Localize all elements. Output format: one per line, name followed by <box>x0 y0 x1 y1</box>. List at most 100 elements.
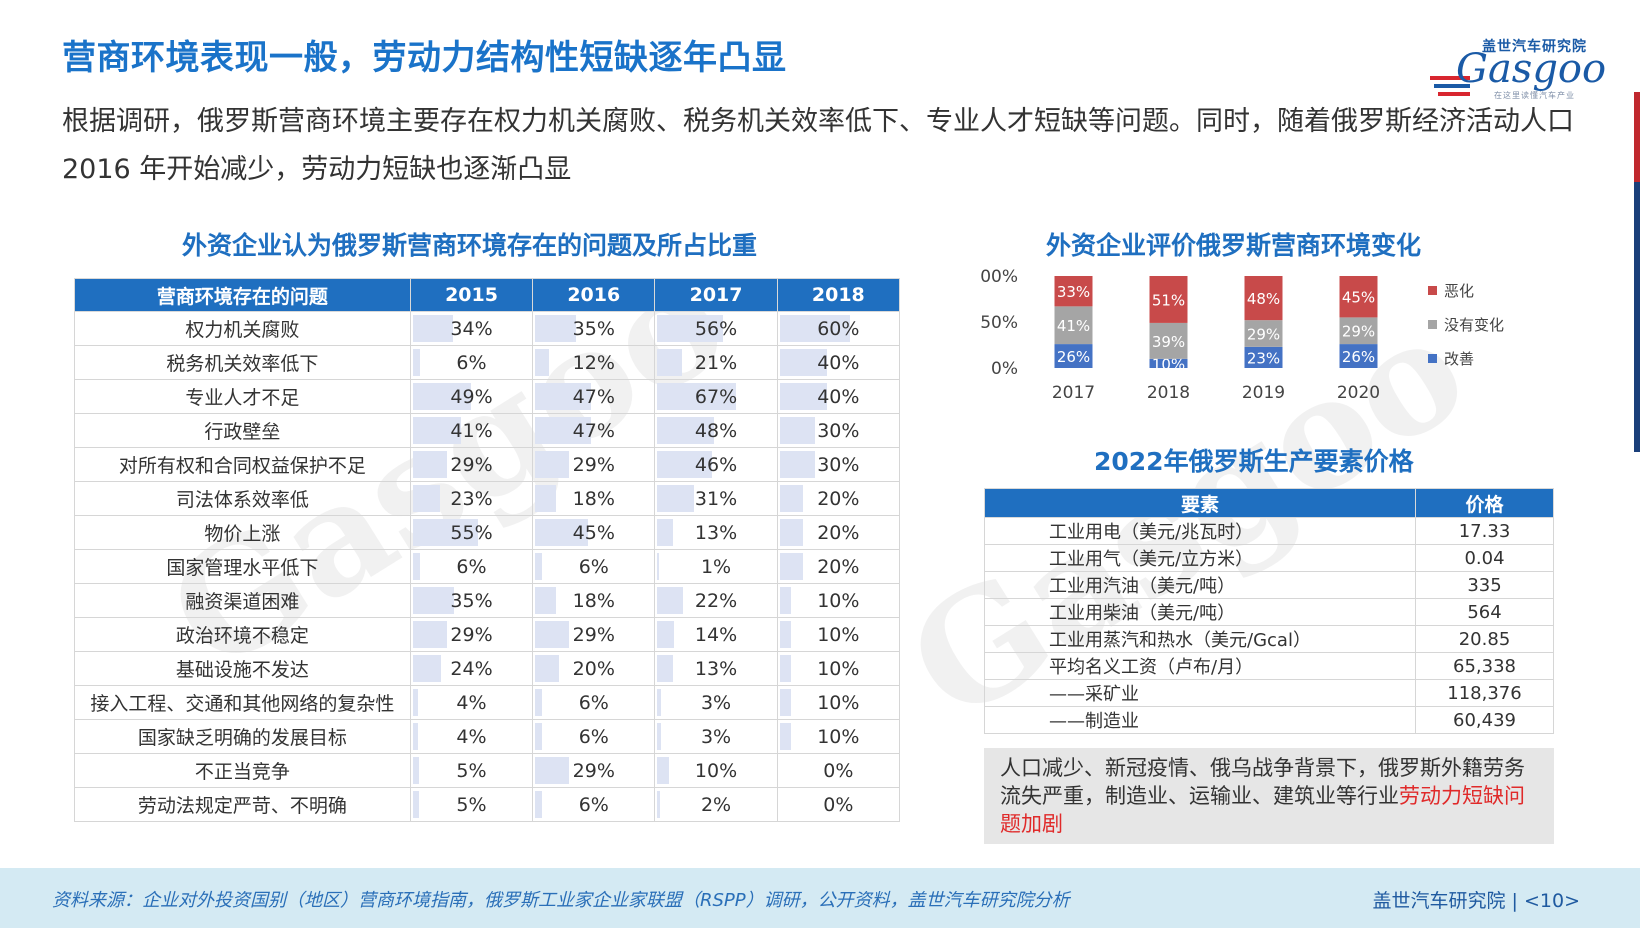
table-row: 融资渠道困难 35% 18% 22% 10% <box>74 583 901 618</box>
bar-segment <box>1149 358 1188 368</box>
value-data-bar <box>412 723 418 750</box>
legend-label: 恶化 <box>1444 282 1474 300</box>
value-data-bar <box>657 689 661 716</box>
table-row: 平均名义工资（卢布/月） 65,338 <box>984 652 1554 680</box>
value-data-bar <box>412 655 442 682</box>
right-edge-bar <box>1634 92 1640 452</box>
value-text: 6% <box>456 351 487 374</box>
issue-value-cell: 21% <box>654 345 778 380</box>
value-data-bar <box>657 791 660 818</box>
issue-value-cell: 55% <box>409 515 534 550</box>
data-label: 41% <box>1057 317 1090 335</box>
issue-value-cell: 4% <box>409 685 534 720</box>
issue-label: 国家管理水平低下 <box>74 549 411 584</box>
logo-stripes-icon <box>1430 76 1470 96</box>
header-issue: 营商环境存在的问题 <box>74 278 411 312</box>
issue-value-cell: 35% <box>532 311 656 346</box>
issue-value-cell: 0% <box>776 787 901 822</box>
issue-value-cell: 2% <box>654 787 778 822</box>
issues-table-header: 营商环境存在的问题 2015 2016 2017 2018 <box>74 278 901 312</box>
issue-label: 政治环境不稳定 <box>74 617 411 652</box>
value-data-bar <box>779 417 816 444</box>
legend-swatch <box>1428 320 1437 329</box>
value-text: 4% <box>456 725 487 748</box>
value-data-bar <box>779 689 792 716</box>
value-text: 5% <box>456 793 487 816</box>
value-data-bar <box>657 757 670 784</box>
issue-value-cell: 13% <box>654 515 778 550</box>
issue-value-cell: 23% <box>409 481 534 516</box>
issue-value-cell: 10% <box>776 651 901 686</box>
x-tick-label: 2018 <box>1147 383 1190 403</box>
value-data-bar <box>657 587 684 614</box>
data-label: 10% <box>1152 355 1185 373</box>
value-text: 55% <box>450 521 493 544</box>
issue-value-cell: 60% <box>776 311 901 346</box>
price-cell: 118,376 <box>1415 679 1554 707</box>
value-text: 13% <box>694 657 738 680</box>
issue-label: 接入工程、交通和其他网络的复杂性 <box>74 685 411 720</box>
value-data-bar <box>535 723 543 750</box>
logo-cn: 盖世汽车研究院 <box>1482 39 1587 55</box>
value-data-bar <box>535 349 550 376</box>
price-table-header: 要素 价格 <box>984 488 1554 518</box>
issue-value-cell: 6% <box>532 549 656 584</box>
issue-value-cell: 31% <box>654 481 778 516</box>
issues-table: 营商环境存在的问题 2015 2016 2017 2018 权力机关腐败 34% 3… <box>74 278 901 822</box>
issue-value-cell: 10% <box>776 685 901 720</box>
value-text: 6% <box>578 691 609 714</box>
value-data-bar <box>412 315 453 342</box>
factor-cell: 工业用气（美元/立方米） <box>984 544 1416 572</box>
issue-value-cell: 30% <box>776 447 901 482</box>
factor-cell: 工业用汽油（美元/吨） <box>984 571 1416 599</box>
issue-value-cell: 20% <box>776 481 901 516</box>
value-text: 4% <box>456 691 487 714</box>
value-text: 29% <box>572 453 615 476</box>
table-row: 行政壁垒 41% 47% 48% 30% <box>74 413 901 448</box>
value-text: 10% <box>694 759 738 782</box>
issue-value-cell: 0% <box>776 753 901 788</box>
price-table-body: 工业用电（美元/兆瓦时） 17.33 工业用气（美元/立方米） 0.04 工业用汽油（美… <box>984 517 1554 734</box>
value-text: 30% <box>817 453 860 476</box>
value-data-bar <box>535 315 577 342</box>
issue-value-cell: 41% <box>409 413 534 448</box>
issue-value-cell: 29% <box>409 447 534 482</box>
issue-value-cell: 6% <box>532 685 656 720</box>
header-price: 价格 <box>1415 488 1554 518</box>
value-text: 40% <box>817 385 860 408</box>
issue-value-cell: 29% <box>532 753 656 788</box>
value-data-bar <box>657 417 715 444</box>
table-row: 政治环境不稳定 29% 29% 14% 10% <box>74 617 901 652</box>
value-data-bar <box>779 723 792 750</box>
value-data-bar <box>535 621 570 648</box>
value-data-bar <box>779 383 827 410</box>
issue-label: 行政壁垒 <box>74 413 411 448</box>
value-text: 31% <box>694 487 738 510</box>
bar-segment <box>1149 322 1188 359</box>
legend-label: 改善 <box>1444 350 1474 368</box>
value-text: 20% <box>572 657 615 680</box>
footer-source: 资料来源：企业对外投资国别（地区）营商环境指南，俄罗斯工业家企业家联盟（RSPP… <box>52 890 1070 911</box>
table-row: 国家缺乏明确的发展目标 4% 6% 3% 10% <box>74 719 901 754</box>
table-row: 不正当竞争 5% 29% 10% 0% <box>74 753 901 788</box>
value-data-bar <box>657 485 694 512</box>
value-text: 18% <box>572 589 615 612</box>
issue-value-cell: 5% <box>409 753 534 788</box>
price-table: 要素 价格 工业用电（美元/兆瓦时） 17.33 工业用气（美元/立方米） 0.04 工… <box>984 488 1554 734</box>
value-text: 29% <box>572 759 615 782</box>
header-factor: 要素 <box>984 488 1416 518</box>
issue-value-cell: 14% <box>654 617 778 652</box>
value-data-bar <box>412 451 448 478</box>
value-data-bar <box>412 791 419 818</box>
value-data-bar <box>779 655 792 682</box>
value-text: 6% <box>578 793 609 816</box>
table-row: 工业用蒸汽和热水（美元/Gcal） 20.85 <box>984 625 1554 653</box>
value-data-bar <box>657 451 712 478</box>
note-text: 人口减少、新冠疫情、俄乌战争背景下，俄罗斯外籍劳务流失严重，制造业、运输业、建筑… <box>1000 756 1525 808</box>
bar-segment <box>1339 344 1378 368</box>
table-row: 权力机关腐败 34% 35% 56% 60% <box>74 311 901 346</box>
value-text: 20% <box>817 555 860 578</box>
value-text: 60% <box>817 317 860 340</box>
value-data-bar <box>535 655 559 682</box>
